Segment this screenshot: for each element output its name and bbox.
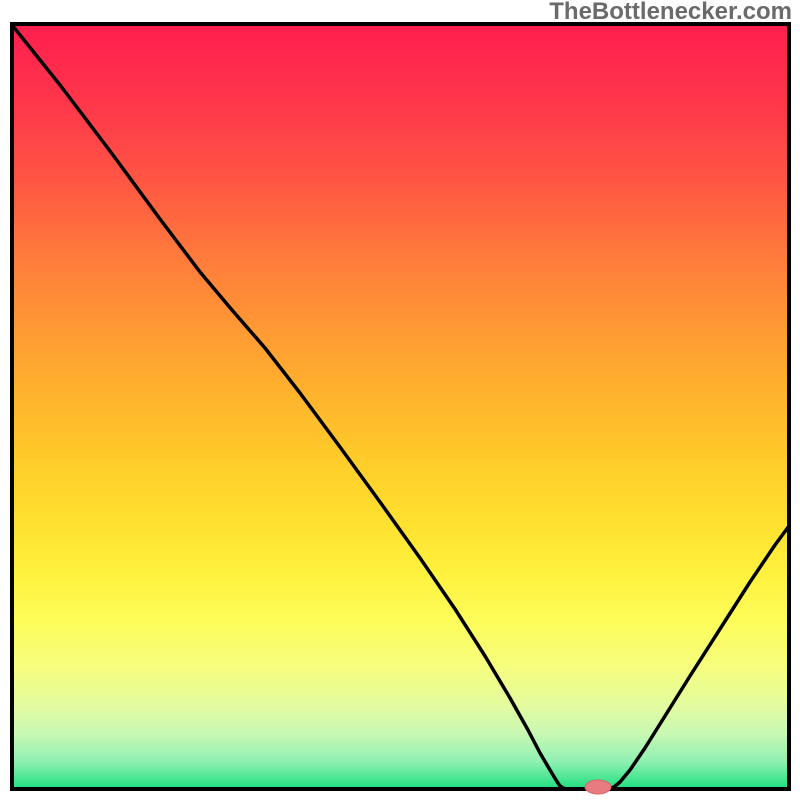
bottleneck-curve — [12, 25, 789, 789]
chart-overlay-svg — [0, 0, 800, 800]
plot-border — [12, 24, 789, 789]
optimum-marker — [585, 780, 611, 794]
watermark-text: TheBottlenecker.com — [549, 0, 792, 26]
chart-container: TheBottlenecker.com — [0, 0, 800, 800]
